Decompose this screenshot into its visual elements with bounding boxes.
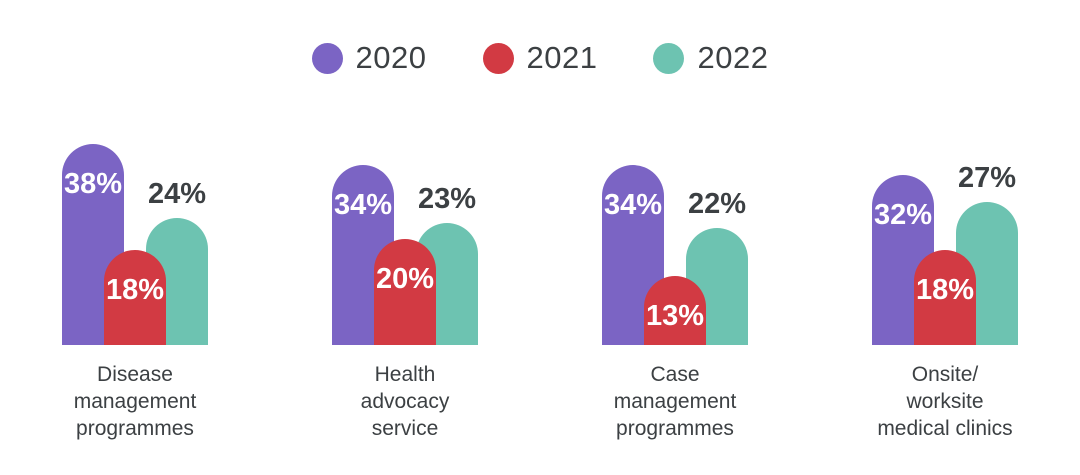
bar-2021: 20% — [374, 239, 436, 345]
value-label-2022: 27% — [957, 162, 1017, 194]
value-label-2021: 20% — [375, 263, 435, 295]
legend-label-2022: 2022 — [697, 40, 769, 75]
category-label: Onsite/worksite medical clinics — [877, 363, 1013, 440]
value-label-2020: 38% — [63, 168, 123, 200]
value-label-2021: 13% — [645, 300, 705, 332]
value-label-2022: 22% — [687, 188, 747, 220]
chart-group: 38% 18% 24% Disease management programmes — [0, 130, 270, 442]
value-label-2020: 32% — [873, 199, 933, 231]
bar-cluster: 34% 20% 23% — [332, 130, 478, 345]
category-label: Disease management programmes — [73, 363, 197, 440]
legend-item-2022: 2022 — [653, 40, 768, 76]
value-label-2022: 23% — [417, 183, 477, 215]
chart-group: 34% 20% 23% Health advocacy service — [270, 130, 540, 442]
value-label-2022: 24% — [147, 178, 207, 210]
value-label-2020: 34% — [333, 189, 393, 221]
bar-2020: 38% — [62, 144, 124, 345]
category-label: Case management programmes — [613, 363, 737, 440]
chart-group: 32% 18% 27% Onsite/worksite medical clinics — [810, 130, 1080, 442]
bar-2020: 34% — [602, 165, 664, 345]
legend: 2020 2021 2022 — [0, 40, 1080, 76]
legend-item-2021: 2021 — [482, 40, 598, 76]
legend-label-2021: 2021 — [526, 40, 598, 75]
bar-2021: 13% — [644, 276, 706, 345]
legend-swatch-2022-icon — [653, 42, 685, 74]
bar-cluster: 32% 18% 27% — [872, 130, 1018, 345]
legend-label-2020: 2020 — [355, 40, 427, 75]
value-label-2021: 18% — [915, 274, 975, 306]
category-label: Health advocacy service — [360, 363, 450, 440]
chart-group: 34% 13% 22% Case management programmes — [540, 130, 810, 442]
legend-swatch-2021-icon — [482, 42, 514, 74]
bar-2021: 18% — [914, 250, 976, 345]
value-label-2020: 34% — [603, 189, 663, 221]
legend-swatch-2020-icon — [311, 42, 343, 74]
chart-groups: 38% 18% 24% Disease management programmes 34% 2… — [0, 130, 1080, 442]
value-label-2021: 18% — [105, 274, 165, 306]
bar-cluster: 34% 13% 22% — [602, 130, 748, 345]
bar-2021: 18% — [104, 250, 166, 345]
legend-item-2020: 2020 — [311, 40, 427, 76]
bar-cluster: 38% 18% 24% — [62, 130, 208, 345]
